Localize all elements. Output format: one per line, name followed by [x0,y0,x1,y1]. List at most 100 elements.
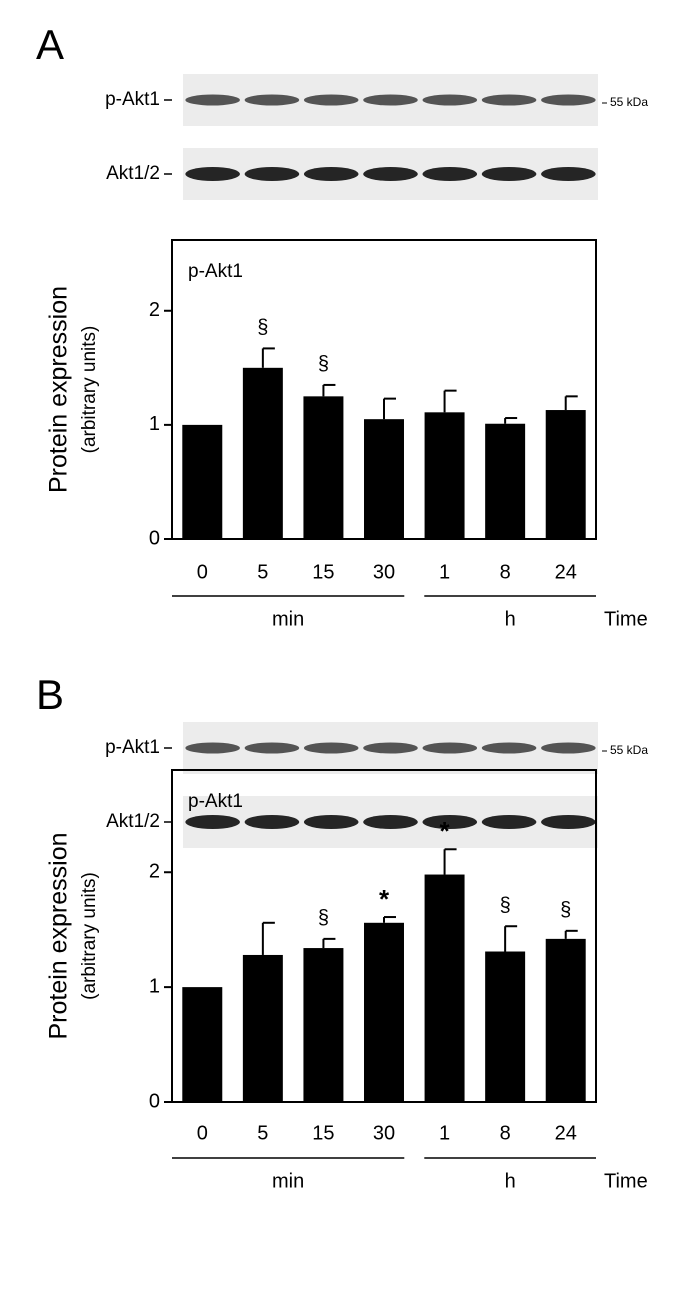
blot-band [303,815,359,829]
significance-mark: § [318,353,329,375]
blot-band [422,815,478,829]
blot-band [363,94,418,106]
error-bar [322,383,336,397]
error-bar [504,417,518,424]
bar [424,412,465,539]
x-tick-label: 0 [197,1122,208,1144]
bar [424,874,465,1102]
x-tick-label: 15 [312,1122,334,1144]
error-bar [383,397,396,420]
blot-band [244,167,300,181]
blot-band [541,742,596,754]
bar [303,948,344,1102]
x-axis-label: Time [604,608,648,630]
x-tick-label: 0 [197,561,208,583]
bar [545,410,586,539]
size-marker: 55 kDa [610,743,648,757]
blot-band [244,742,300,754]
error-bar [443,848,457,875]
y-axis-sublabel: (arbitrary units) [79,326,100,454]
bar [364,922,404,1102]
plot-annotation: p-Akt1 [188,261,243,282]
error-bar [261,921,275,955]
error-bar [504,925,518,952]
bar [545,938,586,1102]
group-label: min [272,1170,304,1192]
significance-mark: § [257,317,268,339]
blot-band [481,167,537,181]
x-tick-label: 5 [257,1122,268,1144]
blot-band [363,167,418,181]
blot-label: p-Akt1 [105,89,160,110]
blot-band [185,167,240,181]
blot-band [185,742,240,754]
significance-mark: § [560,899,571,921]
significance-mark: § [500,895,511,917]
blot-label: Akt1/2 [106,163,160,184]
x-tick-label: 8 [500,561,511,583]
x-tick-label: 8 [500,1122,511,1144]
y-tick-label: 2 [149,299,160,321]
x-tick-label: 30 [373,1122,395,1144]
blot-band [363,742,418,754]
y-axis-sublabel: (arbitrary units) [79,872,100,1000]
x-tick-label: 15 [312,561,334,583]
group-label: h [505,608,516,630]
error-bar [383,916,396,923]
blot-label: Akt1/2 [106,811,160,832]
significance-mark: § [318,907,329,929]
bar [364,419,404,539]
blot-band [185,815,240,829]
size-marker: 55 kDa [610,95,648,109]
x-axis-label: Time [604,1170,648,1192]
bar [182,424,223,539]
error-bar [443,389,457,413]
significance-mark: * [440,816,451,846]
y-tick-label: 1 [149,413,160,435]
panel-letter: B [36,671,64,718]
blot-band [303,94,359,106]
y-tick-label: 1 [149,975,160,997]
blot-band [185,94,240,106]
y-axis-label: Protein expression [45,286,73,493]
blot-band [541,167,596,181]
x-tick-label: 24 [555,561,577,583]
bar [242,367,283,539]
blot-band [481,742,537,754]
blot-label: p-Akt1 [105,737,160,758]
blot-band [541,815,596,829]
bar [242,954,283,1102]
error-bar [564,929,578,939]
blot-band [303,167,359,181]
x-tick-label: 24 [555,1122,577,1144]
x-tick-label: 1 [439,561,450,583]
blot-band [303,742,359,754]
bar [485,951,526,1102]
blot-band [422,167,478,181]
bar [485,423,526,539]
bar [303,396,344,539]
blot-band [363,815,418,829]
blot-band [244,815,300,829]
blot-band [422,94,478,106]
error-bar [322,937,336,949]
group-label: min [272,608,304,630]
significance-mark: * [379,884,390,914]
error-bar [564,395,578,411]
blot-band [244,94,300,106]
y-tick-label: 0 [149,527,160,549]
plot-annotation: p-Akt1 [188,791,243,812]
blot-band [541,94,596,106]
panel-letter: A [36,21,64,68]
y-axis-label: Protein expression [45,832,73,1039]
x-tick-label: 30 [373,561,395,583]
y-tick-label: 2 [149,861,160,883]
x-tick-label: 1 [439,1122,450,1144]
blot-band [422,742,478,754]
bar [182,987,223,1102]
blot-band [481,815,537,829]
error-bar [261,347,275,368]
y-tick-label: 0 [149,1090,160,1112]
blot-band [481,94,537,106]
